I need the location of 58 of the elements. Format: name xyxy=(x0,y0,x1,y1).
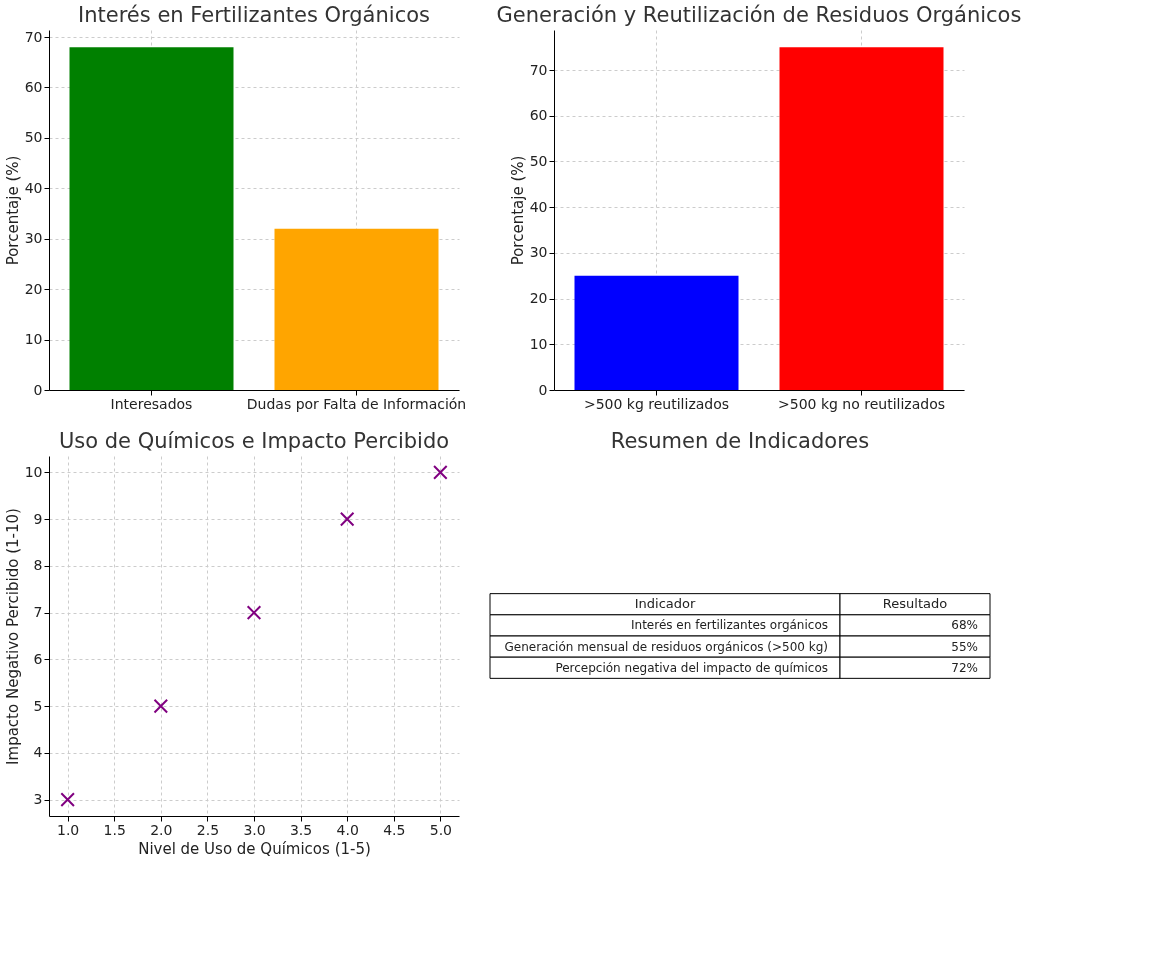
point xyxy=(433,465,448,480)
y-tick-label: 4 xyxy=(33,744,43,761)
point xyxy=(246,605,262,620)
y-tick-label: 7 xyxy=(33,604,43,621)
point xyxy=(339,511,355,527)
y-axis-title: Impacto Negativo Percibido (1-10) xyxy=(3,508,22,765)
y-tick-label: 30 xyxy=(529,244,548,261)
x-tick-label: 3.5 xyxy=(289,821,313,838)
y-tick-label: 60 xyxy=(24,78,43,95)
y-tick-label: 70 xyxy=(24,28,43,45)
y-tick-label: 0 xyxy=(33,381,43,398)
x-tick-label: 2.5 xyxy=(196,821,220,838)
text: 55% xyxy=(951,639,978,654)
y-tick-label: 5 xyxy=(33,697,43,714)
x-axis-title: Nivel de Uso de Químicos (1-5) xyxy=(138,839,371,858)
text: Resumen de Indicadores xyxy=(610,429,870,453)
x-tick-label: 5.0 xyxy=(429,821,452,838)
y-tick-label: 10 xyxy=(529,335,548,352)
y-tick-label: 20 xyxy=(529,290,548,307)
x-tick-label: 2.0 xyxy=(150,821,173,838)
text: Indicador xyxy=(634,596,696,612)
y-tick-label: 3 xyxy=(33,791,43,808)
point xyxy=(153,698,169,714)
chart-title: Generación y Reutilización de Residuos Orgánicos xyxy=(496,3,1022,27)
y-tick-label: 9 xyxy=(33,510,43,527)
text: 72% xyxy=(951,660,978,675)
chart-title: Uso de Químicos e Impacto Percibido xyxy=(58,429,450,453)
y-tick-label: 0 xyxy=(538,381,548,398)
text: Percepción negativa del impacto de químicos xyxy=(555,660,828,675)
chart-title: Interés en Fertilizantes Orgánicos xyxy=(78,3,430,27)
y-tick-label: 50 xyxy=(24,129,43,146)
y-tick-label: 6 xyxy=(33,650,43,667)
y-tick-label: 20 xyxy=(24,280,43,297)
y-tick-label: 30 xyxy=(24,230,43,247)
text: 68% xyxy=(951,618,978,633)
x-tick-label: Dudas por Falta de Información xyxy=(246,395,467,412)
y-tick-label: 10 xyxy=(24,331,43,348)
point xyxy=(60,792,75,807)
x-tick-label: 1.0 xyxy=(57,821,80,838)
y-axis-title: Porcentaje (%) xyxy=(3,155,22,266)
x-tick-label: 4.5 xyxy=(383,821,406,838)
x-tick-label: >500 kg reutilizados xyxy=(583,395,730,412)
y-tick-label: 8 xyxy=(33,557,43,574)
y-tick-label: 40 xyxy=(529,198,548,215)
x-tick-label: 3.0 xyxy=(243,821,266,838)
y-tick-label: 50 xyxy=(529,152,548,169)
y-tick-label: 70 xyxy=(529,61,548,78)
text: Generación mensual de residuos orgánicos (>500 kg) xyxy=(504,639,828,654)
x-tick-label: 1.5 xyxy=(103,821,126,838)
x-tick-label: 4.0 xyxy=(336,821,359,838)
y-tick-label: 10 xyxy=(24,463,43,480)
x-tick-label: Interesados xyxy=(110,395,193,412)
y-axis-title: Porcentaje (%) xyxy=(508,155,527,266)
text: Resultado xyxy=(882,596,948,612)
text: Interés en fertilizantes orgánicos xyxy=(631,618,828,633)
y-tick-label: 60 xyxy=(529,107,548,124)
x-tick-label: >500 kg no reutilizados xyxy=(777,395,946,412)
y-tick-label: 40 xyxy=(24,179,43,196)
